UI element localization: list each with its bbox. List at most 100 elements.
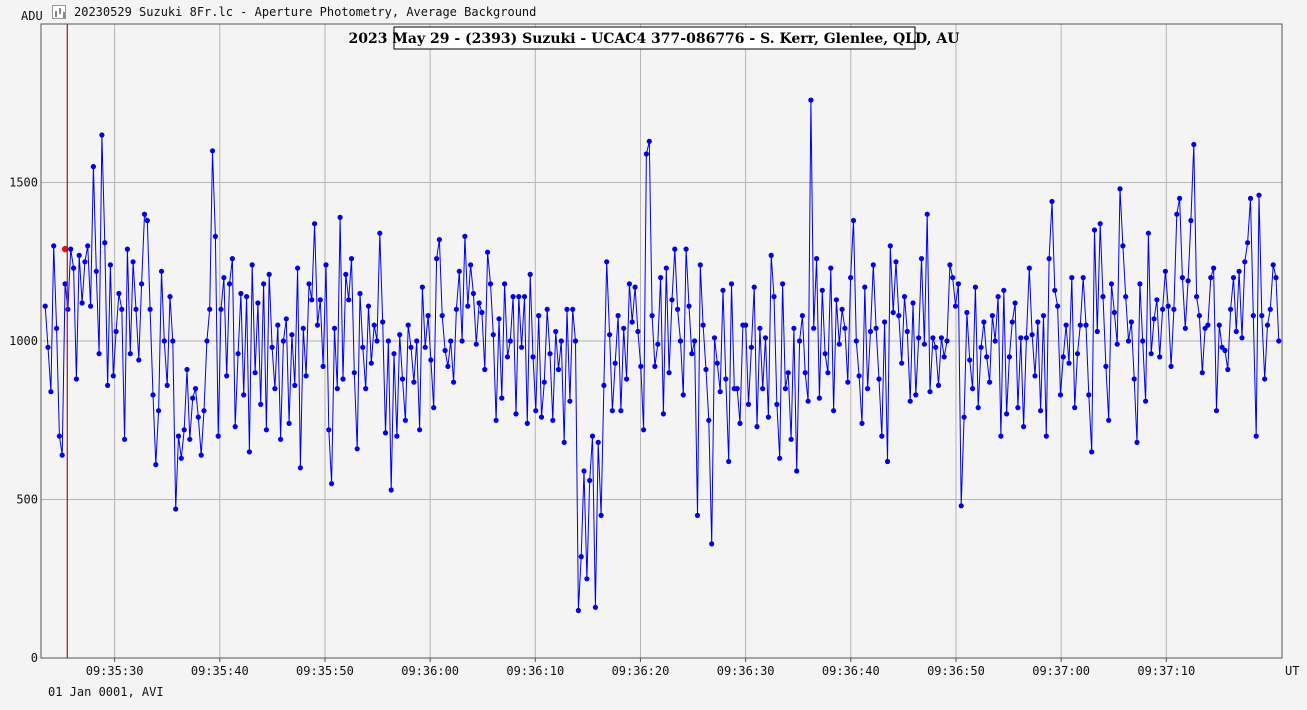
data-point bbox=[365, 303, 372, 309]
data-point bbox=[507, 338, 513, 344]
data-point bbox=[346, 297, 352, 303]
data-point bbox=[669, 297, 675, 303]
data-point bbox=[1012, 300, 1018, 306]
data-point bbox=[207, 306, 213, 312]
data-point bbox=[1213, 408, 1220, 414]
data-point bbox=[961, 414, 967, 420]
data-point bbox=[1228, 306, 1234, 312]
data-point bbox=[760, 386, 766, 392]
data-point bbox=[490, 332, 496, 338]
data-point bbox=[947, 262, 953, 268]
data-point bbox=[751, 284, 757, 290]
data-point bbox=[93, 268, 99, 274]
data-point bbox=[198, 452, 204, 458]
data-point bbox=[249, 262, 255, 268]
data-point bbox=[224, 373, 230, 379]
data-point bbox=[1015, 405, 1021, 411]
data-point bbox=[581, 468, 587, 474]
data-point bbox=[323, 262, 329, 268]
data-point bbox=[703, 366, 709, 373]
data-point bbox=[502, 281, 508, 287]
data-point bbox=[1160, 306, 1166, 312]
data-point bbox=[862, 284, 868, 290]
data-point bbox=[312, 221, 318, 227]
data-point bbox=[782, 386, 789, 392]
data-point bbox=[419, 284, 425, 290]
data-point bbox=[1080, 275, 1086, 281]
data-point bbox=[1106, 417, 1112, 423]
data-point bbox=[201, 408, 207, 414]
data-point bbox=[252, 370, 258, 376]
data-point bbox=[380, 319, 386, 325]
data-point bbox=[811, 325, 817, 331]
data-point bbox=[204, 338, 210, 344]
data-point bbox=[283, 316, 289, 322]
window-title-bar: 20230529 Suzuki 8Fr.lc - Aperture Photom… bbox=[52, 4, 536, 20]
data-point bbox=[904, 328, 910, 335]
data-point bbox=[275, 322, 281, 328]
data-point bbox=[1029, 332, 1035, 338]
data-point bbox=[1222, 347, 1228, 354]
data-point bbox=[615, 313, 621, 319]
x-tick-label: 09:35:50 bbox=[296, 664, 354, 678]
data-point bbox=[694, 512, 701, 519]
data-point bbox=[1114, 341, 1120, 347]
data-point bbox=[1225, 366, 1231, 373]
data-point bbox=[278, 436, 284, 442]
data-point bbox=[1230, 275, 1237, 281]
data-point bbox=[374, 338, 380, 344]
data-point bbox=[1143, 398, 1149, 404]
data-point bbox=[536, 313, 542, 319]
data-point bbox=[575, 607, 582, 614]
data-point bbox=[621, 325, 627, 331]
data-point bbox=[173, 506, 179, 512]
data-point bbox=[229, 256, 235, 262]
data-point bbox=[1055, 303, 1061, 309]
data-point bbox=[672, 246, 678, 252]
data-point bbox=[48, 389, 54, 395]
data-point bbox=[743, 322, 749, 328]
data-point bbox=[113, 328, 119, 335]
data-point bbox=[184, 366, 190, 373]
data-point bbox=[1134, 439, 1140, 445]
data-point bbox=[1208, 275, 1214, 281]
data-point bbox=[972, 284, 979, 290]
data-point bbox=[941, 354, 947, 360]
data-point bbox=[754, 424, 760, 430]
data-point bbox=[1236, 268, 1242, 274]
data-point bbox=[561, 439, 567, 445]
data-point bbox=[1154, 297, 1160, 303]
data-point bbox=[572, 338, 579, 344]
data-point bbox=[45, 344, 51, 350]
data-point bbox=[88, 303, 94, 309]
data-point bbox=[1100, 294, 1106, 300]
series-line bbox=[44, 100, 1280, 611]
data-point bbox=[677, 338, 684, 344]
data-point bbox=[476, 300, 482, 306]
data-point bbox=[780, 281, 786, 287]
data-point bbox=[1094, 328, 1100, 335]
data-point bbox=[1205, 322, 1211, 328]
data-point bbox=[453, 306, 459, 312]
data-point bbox=[890, 309, 896, 316]
data-point bbox=[59, 452, 65, 458]
data-point bbox=[164, 382, 170, 388]
data-point bbox=[981, 319, 987, 325]
data-point bbox=[1077, 322, 1083, 328]
data-point bbox=[295, 265, 301, 271]
data-point bbox=[1023, 335, 1029, 341]
data-point bbox=[385, 338, 391, 344]
data-point bbox=[405, 322, 411, 328]
x-axis-label: UT bbox=[1285, 664, 1299, 678]
data-point bbox=[1046, 256, 1052, 262]
data-point bbox=[334, 386, 340, 392]
data-point bbox=[493, 417, 499, 423]
data-point bbox=[964, 309, 970, 316]
data-point bbox=[808, 97, 814, 103]
y-tick-label: 1000 bbox=[9, 334, 38, 348]
data-point bbox=[1273, 275, 1279, 281]
data-point bbox=[717, 389, 723, 395]
data-point bbox=[978, 344, 984, 350]
data-point bbox=[833, 297, 840, 303]
